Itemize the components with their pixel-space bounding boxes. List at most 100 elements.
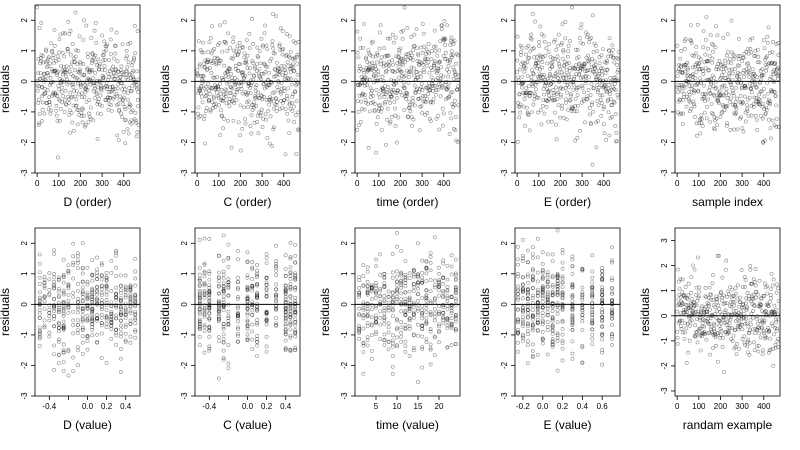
residual-point <box>37 311 42 316</box>
residual-point <box>56 83 61 88</box>
residual-point <box>736 70 740 75</box>
residual-point <box>421 94 426 98</box>
residual-point <box>250 260 255 264</box>
residual-point <box>745 47 750 51</box>
residual-point <box>49 67 54 71</box>
y-tick-label: 2 <box>500 17 509 22</box>
residual-point <box>411 300 416 305</box>
residual-point <box>257 67 262 71</box>
residual-point <box>770 283 775 288</box>
residual-point <box>254 68 259 73</box>
residual-point <box>694 317 699 321</box>
residual-point <box>80 313 85 318</box>
residual-point <box>120 87 125 92</box>
residual-point <box>390 69 395 74</box>
residual-point <box>442 57 447 61</box>
residual-point <box>393 35 398 40</box>
residual-point <box>453 128 458 133</box>
residual-point <box>699 117 704 121</box>
residual-point <box>515 58 520 63</box>
residual-point <box>685 65 690 70</box>
residual-point <box>123 286 128 291</box>
residual-point <box>216 43 220 47</box>
residual-point <box>230 99 234 104</box>
residual-point <box>740 55 745 60</box>
residual-point <box>76 306 80 311</box>
residual-point <box>397 68 402 73</box>
residual-point <box>102 39 107 44</box>
residual-point <box>236 280 240 285</box>
residual-point <box>84 99 89 104</box>
residual-point <box>80 285 85 290</box>
residual-point <box>76 107 81 112</box>
residual-point <box>104 314 109 319</box>
residual-point <box>122 105 127 109</box>
residual-point <box>123 118 128 122</box>
residual-point <box>99 85 104 90</box>
residual-point <box>416 292 420 297</box>
residual-point <box>47 288 52 292</box>
residual-point <box>207 40 212 44</box>
residual-point <box>559 70 564 75</box>
residual-point <box>66 373 71 378</box>
residual-point <box>699 121 704 126</box>
residual-point <box>296 110 301 115</box>
residual-point <box>568 39 572 43</box>
residual-point <box>293 334 298 339</box>
residual-point <box>528 90 533 95</box>
residual-point <box>532 55 537 60</box>
residual-point <box>109 27 114 32</box>
residual-point <box>220 114 224 119</box>
residual-point <box>720 73 724 77</box>
residual-point <box>401 28 405 33</box>
residual-point <box>734 85 738 90</box>
residual-point <box>366 48 371 53</box>
residual-point <box>236 333 240 338</box>
residual-point <box>773 326 777 330</box>
residual-point <box>516 245 520 249</box>
residual-point <box>551 80 556 84</box>
residual-point <box>738 100 743 105</box>
residual-point <box>112 77 117 81</box>
residual-point <box>109 51 113 56</box>
residual-point <box>565 61 569 66</box>
residual-point <box>101 76 106 80</box>
residual-point <box>226 277 231 281</box>
residual-point <box>109 327 114 331</box>
residual-point <box>424 64 429 68</box>
residual-point <box>435 88 440 92</box>
residual-point <box>127 102 132 107</box>
residual-point <box>382 332 387 337</box>
residual-point <box>381 91 386 96</box>
residual-point <box>41 54 45 59</box>
residual-point <box>770 89 775 94</box>
residual-point <box>293 323 298 328</box>
residual-point <box>280 105 285 110</box>
residual-point <box>237 41 242 45</box>
residual-point <box>68 52 73 57</box>
y-tick-label: 2 <box>180 17 189 22</box>
residual-point <box>722 76 727 80</box>
residual-point <box>774 42 779 47</box>
residual-point <box>269 80 273 84</box>
residual-point <box>434 66 439 71</box>
residual-point <box>455 53 460 58</box>
y-tick-label: -1 <box>180 331 189 339</box>
residual-point <box>741 70 746 75</box>
residual-point <box>54 71 59 76</box>
residual-point <box>755 75 759 80</box>
residual-point <box>261 44 265 49</box>
residual-point <box>389 89 394 94</box>
residual-point <box>570 327 575 332</box>
residual-point <box>111 70 116 75</box>
residual-point <box>571 66 576 71</box>
residual-point <box>609 54 614 59</box>
residual-point <box>256 96 261 101</box>
residual-point <box>611 99 616 104</box>
residual-point <box>609 51 614 56</box>
residual-point <box>289 76 293 81</box>
residual-point <box>104 98 109 103</box>
y-tick-label: 0 <box>660 313 669 318</box>
residual-point <box>206 81 210 86</box>
